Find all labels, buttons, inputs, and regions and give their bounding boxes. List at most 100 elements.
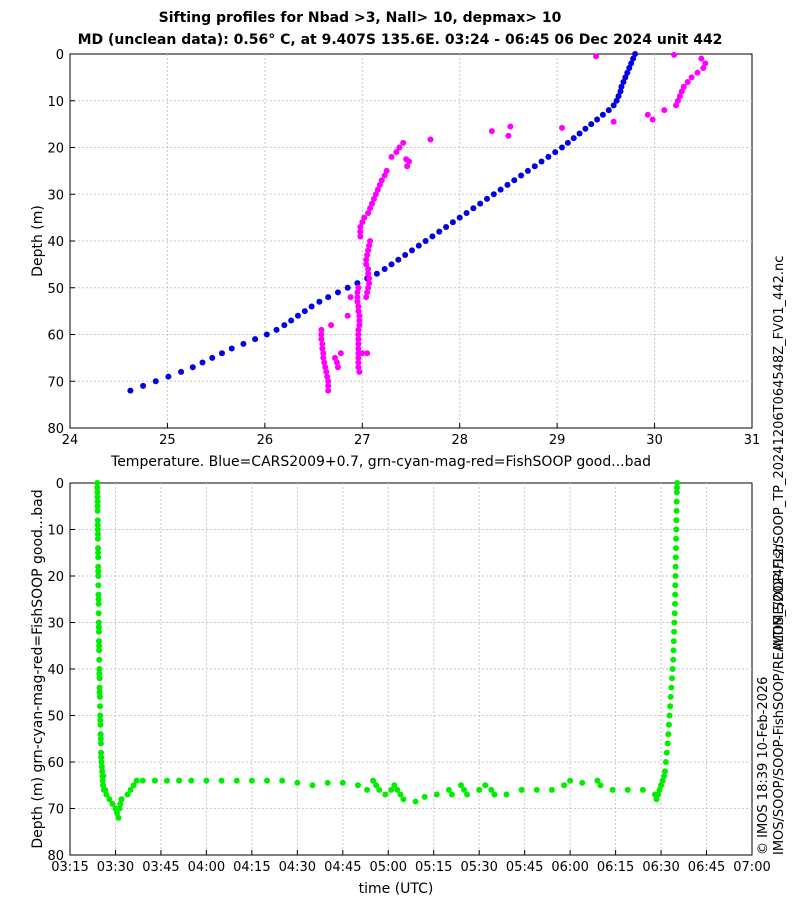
data-point: [337, 350, 344, 357]
data-point: [427, 136, 434, 143]
data-point: [355, 326, 362, 333]
data-point: [653, 796, 660, 803]
data-point: [545, 153, 552, 160]
data-point: [684, 79, 691, 86]
data-point: [325, 378, 332, 385]
data-point: [672, 600, 679, 607]
data-point: [552, 149, 559, 156]
chart-title-line1: Sifting profiles for Nbad >3, Nall> 10, …: [158, 10, 562, 26]
data-point: [363, 294, 370, 301]
data-point: [100, 772, 107, 779]
data-point: [188, 777, 195, 784]
data-point: [328, 322, 335, 329]
data-point: [355, 303, 362, 310]
data-point: [599, 111, 606, 118]
data-point: [672, 591, 679, 598]
data-point: [325, 294, 332, 301]
y-tick-label: 0: [56, 477, 64, 492]
data-point: [376, 181, 383, 188]
data-point: [694, 69, 701, 76]
data-point: [279, 777, 286, 784]
data-point: [319, 340, 326, 347]
data-point: [94, 489, 101, 496]
data-point: [318, 326, 325, 333]
data-point: [354, 280, 361, 287]
data-point: [433, 791, 440, 798]
data-point: [95, 573, 102, 579]
data-point: [95, 549, 102, 556]
data-point: [355, 354, 362, 361]
y-tick-label: 30: [47, 188, 64, 203]
data-point: [95, 563, 102, 570]
data-point: [488, 786, 495, 793]
data-point: [356, 312, 363, 319]
data-point: [364, 252, 371, 259]
data-point: [233, 777, 240, 784]
data-point: [323, 368, 330, 375]
x-tick-label: 26: [257, 433, 274, 448]
data-point: [668, 675, 675, 682]
data-point: [96, 666, 103, 672]
data-point: [94, 503, 101, 510]
data-point: [139, 777, 146, 784]
data-point: [624, 786, 631, 793]
y-tick-label: 20: [47, 142, 64, 157]
data-point: [404, 163, 411, 170]
data-point: [393, 149, 400, 156]
data-point: [373, 270, 380, 277]
data-point: [359, 350, 366, 357]
data-point: [199, 359, 206, 366]
y-tick-label: 50: [47, 282, 64, 297]
data-point: [151, 777, 158, 784]
data-point: [96, 647, 103, 654]
x-tick-label: 06:30: [642, 860, 679, 875]
data-point: [372, 191, 379, 198]
data-point: [316, 298, 323, 305]
data-point: [588, 121, 595, 128]
data-point: [482, 782, 489, 789]
data-point: [99, 768, 106, 775]
data-point: [436, 228, 443, 235]
x-tick-label: 04:00: [188, 860, 225, 875]
data-point: [702, 60, 709, 67]
data-point: [218, 350, 225, 357]
data-point: [376, 786, 383, 793]
data-point: [124, 791, 131, 798]
data-point: [507, 123, 514, 130]
data-point: [688, 74, 695, 81]
chart-title-line2: MD (unclean data): 0.56° C, at 9.407S 13…: [0, 32, 800, 48]
data-point: [561, 782, 568, 789]
data-point: [394, 786, 401, 793]
data-point: [610, 118, 617, 125]
data-point: [301, 308, 308, 315]
data-point: [97, 731, 104, 738]
data-point: [630, 55, 637, 62]
x-tick-label: 29: [549, 433, 566, 448]
data-point: [95, 545, 102, 552]
data-point: [497, 186, 504, 193]
data-point: [94, 531, 101, 538]
data-point: [388, 153, 395, 160]
data-point: [103, 791, 110, 798]
x-tick-label: 05:30: [460, 860, 497, 875]
data-point: [445, 786, 452, 793]
data-point: [133, 777, 140, 784]
data-point: [518, 172, 525, 179]
data-point: [661, 772, 668, 779]
data-point: [564, 139, 571, 146]
y-tick-label: 0: [56, 48, 64, 63]
data-point: [218, 777, 225, 784]
data-point: [594, 116, 601, 123]
data-point: [364, 289, 371, 296]
data-point: [662, 759, 669, 765]
data-point: [461, 786, 468, 793]
x-axis-label: Temperature. Blue=CARS2009+0.7, grn-cyan…: [110, 454, 651, 470]
data-point: [356, 317, 363, 324]
data-point: [373, 782, 380, 789]
y-tick-label: 70: [47, 803, 64, 818]
data-point: [620, 79, 627, 86]
data-point: [576, 130, 583, 137]
data-point: [363, 256, 370, 263]
y-tick-label: 70: [47, 375, 64, 390]
data-point: [94, 517, 101, 524]
